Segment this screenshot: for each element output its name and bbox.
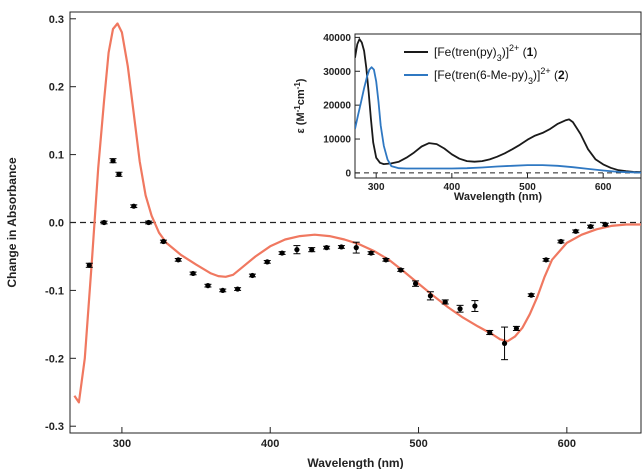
data-point bbox=[175, 257, 181, 263]
data-point bbox=[383, 257, 389, 263]
data-point bbox=[220, 287, 226, 294]
inset-y-tick-label: 0 bbox=[345, 168, 351, 179]
data-point bbox=[338, 244, 345, 250]
data-point bbox=[528, 292, 534, 298]
y-tick-label: 0.1 bbox=[49, 150, 64, 162]
y-tick-label: 0.0 bbox=[49, 218, 64, 230]
data-point bbox=[368, 250, 374, 256]
x-axis-title: Wavelength (nm) bbox=[307, 456, 403, 469]
data-point bbox=[353, 245, 359, 251]
inset-x-tick-label: 400 bbox=[444, 182, 461, 193]
y-tick-label: 0.3 bbox=[49, 14, 64, 26]
y-tick-label: -0.2 bbox=[45, 353, 64, 365]
inset-y-axis-title: ε (M-1cm-1) bbox=[293, 78, 308, 133]
legend-label-2: [Fe(tren(6-Me-py)3)]2+ (2) bbox=[434, 66, 569, 86]
inset-x-tick-label: 500 bbox=[519, 182, 536, 193]
x-tick-label: 300 bbox=[113, 438, 131, 450]
data-point bbox=[234, 286, 241, 292]
data-point bbox=[501, 340, 508, 346]
data-point bbox=[146, 219, 152, 226]
main-plot: -0.3 -0.2 -0.1 0.0 0.1 0.2 0.3 300 400 500 600 Wave… bbox=[5, 11, 642, 469]
x-tick-label: 400 bbox=[261, 438, 279, 450]
inset-frame bbox=[354, 33, 642, 179]
data-point bbox=[587, 223, 594, 230]
data-point bbox=[323, 245, 330, 251]
data-point bbox=[279, 250, 285, 256]
inset-plot: 0 10000 20000 30000 40000 300 400 500 600 Wavelen… bbox=[293, 33, 642, 203]
y-tick-label: -0.3 bbox=[45, 421, 64, 433]
data-point bbox=[86, 262, 92, 268]
data-point bbox=[249, 272, 256, 279]
inset-x-tick-label: 600 bbox=[595, 182, 612, 193]
data-point bbox=[427, 293, 433, 299]
data-point bbox=[398, 267, 404, 273]
data-point bbox=[513, 325, 520, 332]
data-point bbox=[442, 299, 448, 305]
inset-y-tick-label: 20000 bbox=[323, 101, 351, 112]
inset-series-line-2 bbox=[355, 66, 641, 174]
inset-y-tick-label: 40000 bbox=[323, 33, 351, 44]
inset-y-tick-label: 10000 bbox=[323, 135, 351, 146]
x-tick-label: 500 bbox=[409, 438, 427, 450]
data-point bbox=[602, 221, 609, 228]
data-point bbox=[487, 329, 493, 336]
x-tick-label: 600 bbox=[558, 438, 576, 450]
data-point bbox=[294, 247, 300, 253]
y-tick-label: 0.2 bbox=[49, 82, 64, 94]
data-point bbox=[131, 203, 137, 209]
data-point bbox=[110, 158, 116, 164]
data-point bbox=[205, 283, 211, 289]
inset-y-tick-label: 30000 bbox=[323, 67, 351, 78]
legend-label-1: [Fe(tren(py)3)]2+ (1) bbox=[434, 43, 537, 63]
data-point bbox=[412, 281, 419, 287]
y-axis-title: Change in Absorbance bbox=[5, 157, 19, 288]
data-point bbox=[558, 238, 564, 245]
inset-x-axis-title: Wavelength (nm) bbox=[454, 191, 543, 203]
y-tick-label: -0.1 bbox=[45, 285, 64, 297]
data-point bbox=[190, 270, 196, 277]
inset-series-line-1 bbox=[355, 38, 641, 174]
data-point bbox=[472, 303, 478, 309]
data-point bbox=[543, 257, 549, 263]
data-point bbox=[264, 259, 270, 265]
data-point bbox=[573, 228, 579, 234]
inset-x-tick-label: 300 bbox=[368, 182, 385, 193]
data-point bbox=[101, 219, 107, 226]
data-point bbox=[116, 171, 122, 177]
data-point bbox=[160, 238, 167, 245]
data-point bbox=[309, 247, 315, 253]
calc-difference-curve bbox=[73, 22, 641, 404]
data-point bbox=[457, 306, 463, 312]
